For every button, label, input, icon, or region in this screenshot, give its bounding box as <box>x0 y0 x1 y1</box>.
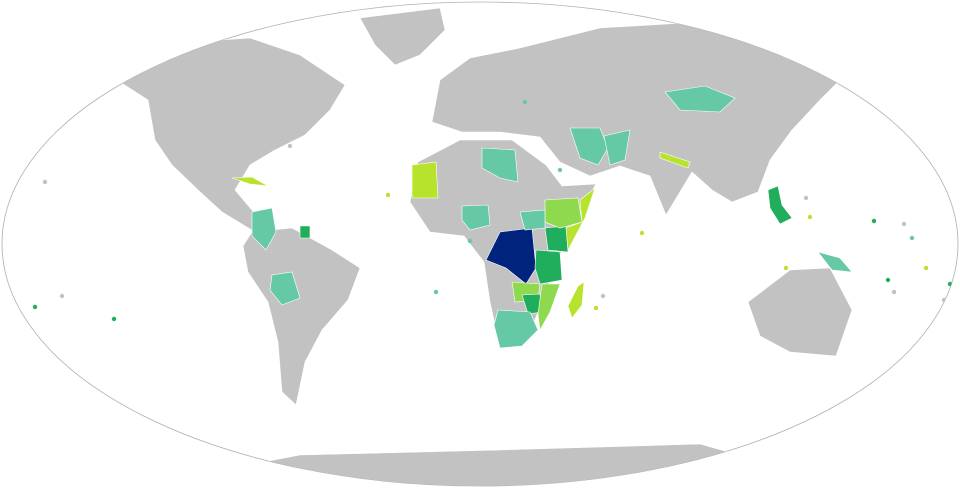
region-nigeria <box>461 204 491 231</box>
region-pakistan <box>603 129 631 166</box>
region-mongolia <box>664 85 736 113</box>
region-kenya <box>544 225 569 253</box>
region-mozambique <box>537 283 561 331</box>
island-marker <box>433 289 439 295</box>
region-libya <box>481 147 519 183</box>
region-suriname <box>299 225 311 239</box>
island-marker <box>891 289 897 295</box>
region-south-africa <box>493 309 539 349</box>
island-markers <box>5 99 953 322</box>
island-marker <box>522 99 528 105</box>
island-marker <box>600 293 606 299</box>
island-marker <box>111 316 117 322</box>
island-marker <box>901 221 907 227</box>
north-america <box>94 37 346 233</box>
south-america <box>242 227 361 406</box>
region-tanzania <box>534 249 563 285</box>
region-mauritania <box>411 161 439 199</box>
island-marker <box>639 230 645 236</box>
region-somalia <box>565 187 596 252</box>
island-marker <box>59 293 65 299</box>
greenland <box>359 7 446 66</box>
island-marker <box>871 218 877 224</box>
island-marker <box>783 265 789 271</box>
island-marker <box>909 235 915 241</box>
region-colombia <box>251 207 277 251</box>
island-marker <box>557 167 563 173</box>
island-marker <box>5 297 11 303</box>
island-marker <box>385 192 391 198</box>
region-cuba <box>231 176 269 187</box>
region-nepal <box>659 151 691 169</box>
region-south-sudan <box>519 209 546 231</box>
region-ethiopia <box>544 197 583 229</box>
eurasia <box>431 21 851 216</box>
region-iran <box>569 127 609 166</box>
region-madagascar <box>567 281 585 319</box>
island-marker <box>32 304 38 310</box>
island-marker <box>807 214 813 220</box>
island-marker <box>803 195 809 201</box>
island-marker <box>923 265 929 271</box>
island-marker <box>467 238 473 244</box>
island-marker <box>885 277 891 283</box>
australia <box>747 267 853 357</box>
island-marker <box>287 143 293 149</box>
island-marker <box>42 179 48 185</box>
region-bolivia <box>269 271 301 306</box>
region-papua-new-guinea <box>817 251 853 273</box>
region-philippines <box>767 185 793 225</box>
island-marker <box>593 305 599 311</box>
island-marker <box>941 297 947 303</box>
